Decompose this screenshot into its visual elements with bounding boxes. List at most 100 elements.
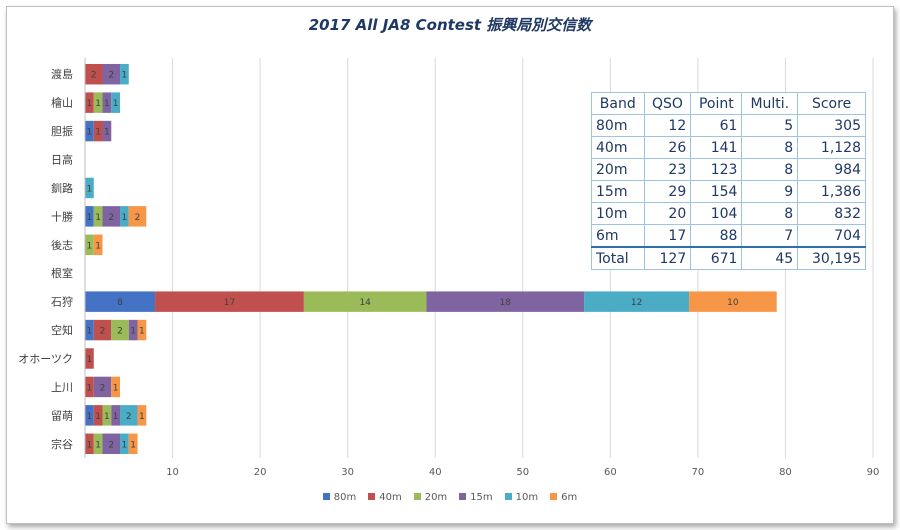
bar-segment <box>689 291 777 312</box>
data-label: 2 <box>100 327 106 337</box>
table-header-cell: Score <box>797 92 866 115</box>
data-label: 1 <box>95 241 101 251</box>
table-cell: 7 <box>741 224 799 248</box>
bar-segment <box>85 234 94 256</box>
data-label: 1 <box>87 128 93 138</box>
data-label: 1 <box>87 184 93 194</box>
data-label: 1 <box>104 128 110 138</box>
y-category-label: 石狩 <box>51 295 73 309</box>
table-cell: 29 <box>643 180 692 203</box>
data-label: 12 <box>631 298 642 308</box>
data-label: 1 <box>95 440 101 450</box>
data-label: 1 <box>113 412 119 422</box>
bar-segment <box>120 206 129 227</box>
table-cell: 9 <box>741 180 799 203</box>
legend-item: 10m <box>504 492 538 503</box>
bar-segment <box>85 319 94 341</box>
x-tick-label: 70 <box>692 467 705 478</box>
bar-segment <box>85 405 94 426</box>
bar-segment <box>102 206 121 227</box>
data-label: 2 <box>108 71 114 81</box>
y-category-label: 檜山 <box>51 96 73 110</box>
bar-segment <box>155 291 304 312</box>
data-label: 1 <box>95 213 101 223</box>
bar-segment <box>85 291 156 312</box>
bar-segment <box>85 177 94 199</box>
x-tick-label: 40 <box>429 467 442 478</box>
y-category-label: 渡島 <box>51 67 73 81</box>
y-category-label: 日高 <box>51 153 73 167</box>
bar-segment <box>93 376 112 398</box>
data-label: 1 <box>130 327 136 337</box>
table-row: 15m 29 154 9 1,386 <box>591 180 866 203</box>
y-category-label: 宗谷 <box>51 437 73 451</box>
bar-segment <box>85 206 94 227</box>
legend-label: 40m <box>379 492 402 503</box>
table-row: 20m 23 123 8 984 <box>591 158 866 181</box>
table-header-cell: Band <box>591 92 645 115</box>
table-cell: 6m <box>591 224 645 248</box>
data-label: 1 <box>95 99 101 109</box>
table-cell: 8 <box>741 136 799 159</box>
table-cell: 40m <box>591 136 645 159</box>
table-cell: 671 <box>690 246 743 270</box>
y-category-label: 後志 <box>51 238 73 252</box>
table-cell: 127 <box>643 246 692 270</box>
legend-swatch <box>504 493 512 500</box>
bar-segment <box>85 120 94 142</box>
bar-segment <box>93 234 103 256</box>
table-row: 10m 20 104 8 832 <box>591 202 866 225</box>
bar-segment <box>426 291 585 312</box>
legend-item: 15m <box>459 492 493 503</box>
y-category-label: 留萌 <box>51 408 73 422</box>
bar-segment <box>85 92 94 113</box>
data-label: 1 <box>139 327 145 337</box>
data-label: 2 <box>126 412 132 422</box>
data-label: 2 <box>91 71 97 81</box>
table-cell: 123 <box>690 158 743 181</box>
y-category-label: 空知 <box>51 323 73 337</box>
data-label: 10 <box>727 298 739 308</box>
data-label: 1 <box>104 412 110 422</box>
table-cell: 26 <box>643 136 692 159</box>
bar-segment <box>120 63 129 85</box>
table-cell: 23 <box>643 158 692 181</box>
table-cell: 20m <box>591 158 645 181</box>
bar-segment <box>303 291 427 312</box>
bar-segment <box>93 433 103 455</box>
x-tick-label: 60 <box>604 467 617 478</box>
x-tick-label: 30 <box>341 467 354 478</box>
table-cell: 20 <box>643 202 692 225</box>
y-category-label: 釧路 <box>51 181 73 195</box>
data-label: 1 <box>104 99 110 109</box>
data-label: 1 <box>122 213 128 223</box>
legend-swatch <box>413 493 421 500</box>
table-cell: 12 <box>643 114 692 137</box>
table-header-row: Band QSO Point Multi. Score <box>591 92 866 115</box>
data-label: 1 <box>113 383 119 393</box>
table-cell: 832 <box>797 202 866 225</box>
table-row: 40m 26 141 8 1,128 <box>591 136 866 159</box>
legend-item: 80m <box>322 492 356 503</box>
bar-segment <box>85 348 94 369</box>
table-cell: 984 <box>797 158 866 181</box>
table-cell: Total <box>591 246 645 270</box>
bar-segment <box>128 206 147 227</box>
legend-label: 20m <box>424 492 448 503</box>
bar-segment <box>137 405 147 426</box>
bar-segment <box>102 92 112 113</box>
data-label: 1 <box>95 128 101 138</box>
chart-legend: 80m 40m 20m 15m 10m 6m <box>0 492 900 503</box>
y-category-label: 上川 <box>51 381 73 394</box>
score-table: Band QSO Point Multi. Score 80m 12 61 5 305 40m 26… <box>591 92 866 270</box>
data-label: 1 <box>122 440 128 450</box>
bar-segment <box>102 63 121 85</box>
table-row: 6m 17 88 7 704 <box>591 224 866 248</box>
legend-swatch <box>322 493 330 500</box>
data-label: 2 <box>108 440 114 450</box>
legend-item: 40m <box>368 492 402 503</box>
data-label: 1 <box>139 412 145 422</box>
data-label: 1 <box>87 383 93 393</box>
bar-segment <box>120 405 138 426</box>
data-label: 1 <box>87 440 93 450</box>
